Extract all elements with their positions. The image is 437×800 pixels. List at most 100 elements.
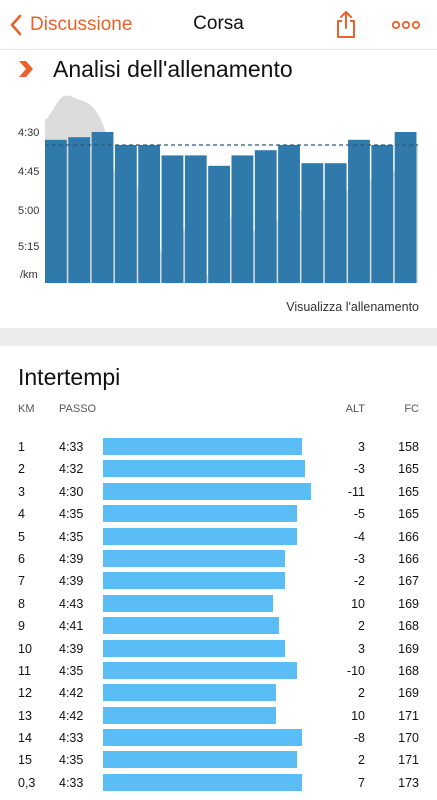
split-alt: 10 xyxy=(351,708,365,723)
split-pace: 4:35 xyxy=(59,663,84,678)
split-row[interactable]: 12 4:42 2 169 xyxy=(0,682,437,704)
pace-bar-chart xyxy=(231,155,254,283)
split-km: 3 xyxy=(18,484,25,499)
split-km: 7 xyxy=(18,574,25,589)
share-icon[interactable] xyxy=(335,9,357,39)
split-hr: 166 xyxy=(398,529,419,544)
pace-bar xyxy=(103,572,285,590)
split-hr: 167 xyxy=(398,574,419,589)
pace-bar-chart xyxy=(348,139,370,283)
split-km: 0,3 xyxy=(18,775,36,790)
split-km: 14 xyxy=(18,731,32,746)
pace-bar xyxy=(103,549,285,567)
pace-bar xyxy=(103,773,303,791)
pace-bar-chart xyxy=(324,163,347,283)
pace-bar xyxy=(103,617,280,635)
split-km: 1 xyxy=(18,440,25,454)
split-alt: -5 xyxy=(353,507,365,522)
header-pace: PASSO xyxy=(59,403,97,415)
split-km: 12 xyxy=(18,686,32,701)
split-alt: 2 xyxy=(358,619,365,634)
header-km: KM xyxy=(18,403,35,415)
split-alt: 3 xyxy=(358,440,365,454)
split-pace: 4:39 xyxy=(59,551,84,566)
pace-bar xyxy=(103,729,303,747)
split-pace: 4:33 xyxy=(59,775,84,790)
split-hr: 171 xyxy=(398,708,419,723)
split-pace: 4:43 xyxy=(59,596,84,611)
pace-bar xyxy=(103,684,277,702)
split-row[interactable]: 6 4:39 -3 166 xyxy=(0,548,437,570)
split-row[interactable]: 0,3 4:33 7 173 xyxy=(0,772,437,794)
pace-bar xyxy=(103,639,285,657)
view-workout-link[interactable]: Visualizza l'allenamento xyxy=(286,300,419,314)
header-alt: ALT xyxy=(345,403,365,415)
split-row[interactable]: 14 4:33 -8 170 xyxy=(0,727,437,749)
split-row[interactable]: 4 4:35 -5 165 xyxy=(0,503,437,525)
split-row[interactable]: 11 4:35 -10 168 xyxy=(0,660,437,682)
split-alt: 7 xyxy=(358,775,365,790)
pace-bar xyxy=(103,751,297,769)
pace-bar-chart xyxy=(394,132,417,283)
section-separator xyxy=(0,328,437,346)
split-pace: 4:42 xyxy=(59,686,84,701)
split-alt: -2 xyxy=(353,574,365,589)
pace-bar xyxy=(103,505,297,523)
pace-bar-chart xyxy=(161,155,184,283)
header-hr: FC xyxy=(404,403,419,415)
split-pace: 4:41 xyxy=(59,619,84,634)
split-alt: -4 xyxy=(353,529,365,544)
split-row[interactable]: 10 4:39 3 169 xyxy=(0,638,437,660)
split-km: 15 xyxy=(18,753,32,768)
y-axis-unit: /km xyxy=(20,269,38,281)
pace-bar-chart xyxy=(208,165,230,283)
pace-bar xyxy=(103,460,306,478)
split-row[interactable]: 9 4:41 2 168 xyxy=(0,615,437,637)
split-hr: 166 xyxy=(398,551,419,566)
y-tick-label: 5:15 xyxy=(18,241,39,253)
pace-bar-chart xyxy=(114,145,137,283)
pace-bar xyxy=(103,527,297,545)
pace-bar xyxy=(103,594,274,612)
split-row[interactable]: 5 4:35 -4 166 xyxy=(0,526,437,548)
back-label: Discussione xyxy=(30,14,133,35)
pace-bar-chart xyxy=(91,132,114,283)
split-hr: 165 xyxy=(398,462,419,477)
split-pace: 4:39 xyxy=(59,574,84,589)
back-button[interactable]: Discussione xyxy=(10,10,132,40)
split-row[interactable]: 13 4:42 10 171 xyxy=(0,705,437,727)
analysis-title: Analisi dell'allenamento xyxy=(53,56,293,82)
split-row[interactable]: 15 4:35 2 171 xyxy=(0,749,437,771)
split-hr: 170 xyxy=(398,731,419,746)
split-km: 13 xyxy=(18,708,32,723)
split-pace: 4:35 xyxy=(59,529,84,544)
split-hr: 169 xyxy=(398,596,419,611)
split-row[interactable]: 3 4:30 -11 165 xyxy=(0,481,437,503)
split-hr: 168 xyxy=(398,663,419,678)
split-km: 8 xyxy=(18,596,25,611)
split-alt: -10 xyxy=(346,663,365,678)
splits-list: 1 4:33 3 158 2 4:32 -3 165 3 4:30 -11 165 4 4:35 -5 165… xyxy=(0,436,437,794)
split-alt: -3 xyxy=(353,551,365,566)
split-km: 11 xyxy=(18,663,31,678)
split-alt: 3 xyxy=(358,641,365,656)
split-hr: 173 xyxy=(398,775,419,790)
split-hr: 171 xyxy=(398,753,419,768)
split-row[interactable]: 1 4:33 3 158 xyxy=(0,436,437,458)
pace-bar-chart xyxy=(301,163,324,283)
split-alt: -8 xyxy=(353,731,365,746)
split-km: 5 xyxy=(18,529,25,544)
split-alt: -3 xyxy=(353,462,365,477)
split-row[interactable]: 8 4:43 10 169 xyxy=(0,593,437,615)
split-hr: 165 xyxy=(398,484,419,499)
split-hr: 168 xyxy=(398,619,419,634)
split-km: 10 xyxy=(18,641,32,656)
split-km: 6 xyxy=(18,551,25,566)
pace-chart[interactable]: 4:30 4:45 5:00 5:15 /km xyxy=(0,90,437,290)
split-row[interactable]: 2 4:32 -3 165 xyxy=(0,458,437,480)
pace-bar xyxy=(103,706,277,724)
split-row[interactable]: 7 4:39 -2 167 xyxy=(0,570,437,592)
pace-bar-chart xyxy=(68,137,91,283)
more-dots-icon[interactable] xyxy=(392,18,420,32)
split-pace: 4:39 xyxy=(59,641,84,656)
